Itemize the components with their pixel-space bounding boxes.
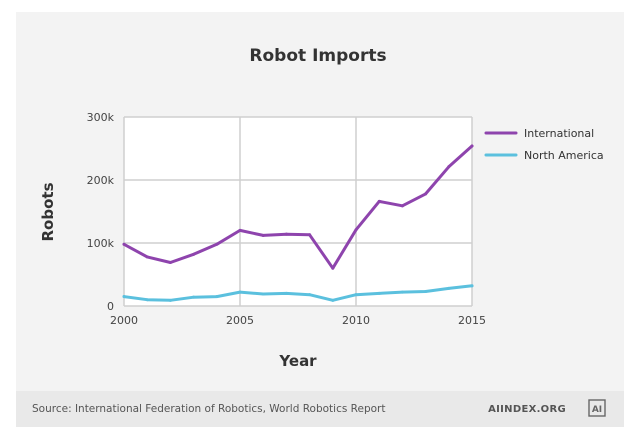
y-tick-label: 200k (87, 174, 115, 187)
data-point (470, 144, 474, 148)
data-point (145, 298, 149, 302)
data-point (145, 255, 149, 259)
data-point (122, 242, 126, 246)
y-axis-title: Robots (39, 182, 57, 241)
logo-text: AI (592, 405, 602, 415)
data-point (354, 228, 358, 232)
data-point (470, 284, 474, 288)
data-point (400, 204, 404, 208)
aiindex-logo-icon: AI (588, 399, 606, 417)
legend-label: International (524, 127, 594, 140)
data-point (192, 252, 196, 256)
data-point (261, 292, 265, 296)
data-point (447, 165, 451, 169)
source-text: Source: International Federation of Robo… (32, 403, 386, 415)
data-point (284, 291, 288, 295)
data-point (447, 286, 451, 290)
data-point (424, 290, 428, 294)
legend-label: North America (524, 149, 604, 162)
data-point (122, 295, 126, 299)
data-point (261, 233, 265, 237)
data-point (215, 242, 219, 246)
data-point (308, 233, 312, 237)
data-point (331, 266, 335, 270)
data-point (400, 290, 404, 294)
data-point (354, 293, 358, 297)
x-tick-label: 2010 (342, 314, 370, 327)
data-point (238, 290, 242, 294)
data-point (284, 232, 288, 236)
series-line-international (122, 144, 474, 270)
data-point (168, 261, 172, 265)
plot-area (124, 117, 472, 306)
data-point (238, 228, 242, 232)
data-point (215, 295, 219, 299)
data-point (308, 293, 312, 297)
y-tick-label: 0 (107, 300, 114, 313)
y-tick-label: 100k (87, 237, 115, 250)
data-point (331, 298, 335, 302)
data-point (168, 298, 172, 302)
x-tick-label: 2015 (458, 314, 486, 327)
chart-title: Robot Imports (249, 46, 386, 66)
data-point (192, 295, 196, 299)
x-tick-label: 2005 (226, 314, 254, 327)
x-axis-title: Year (278, 352, 317, 370)
data-point (377, 199, 381, 203)
data-point (377, 291, 381, 295)
brand-link[interactable]: AIINDEX.ORG (488, 404, 566, 415)
data-point (424, 192, 428, 196)
y-tick-label: 300k (87, 111, 115, 124)
x-tick-label: 2000 (110, 314, 138, 327)
series-line-north-america (122, 284, 474, 302)
source-footer: Source: International Federation of Robo… (16, 391, 624, 427)
